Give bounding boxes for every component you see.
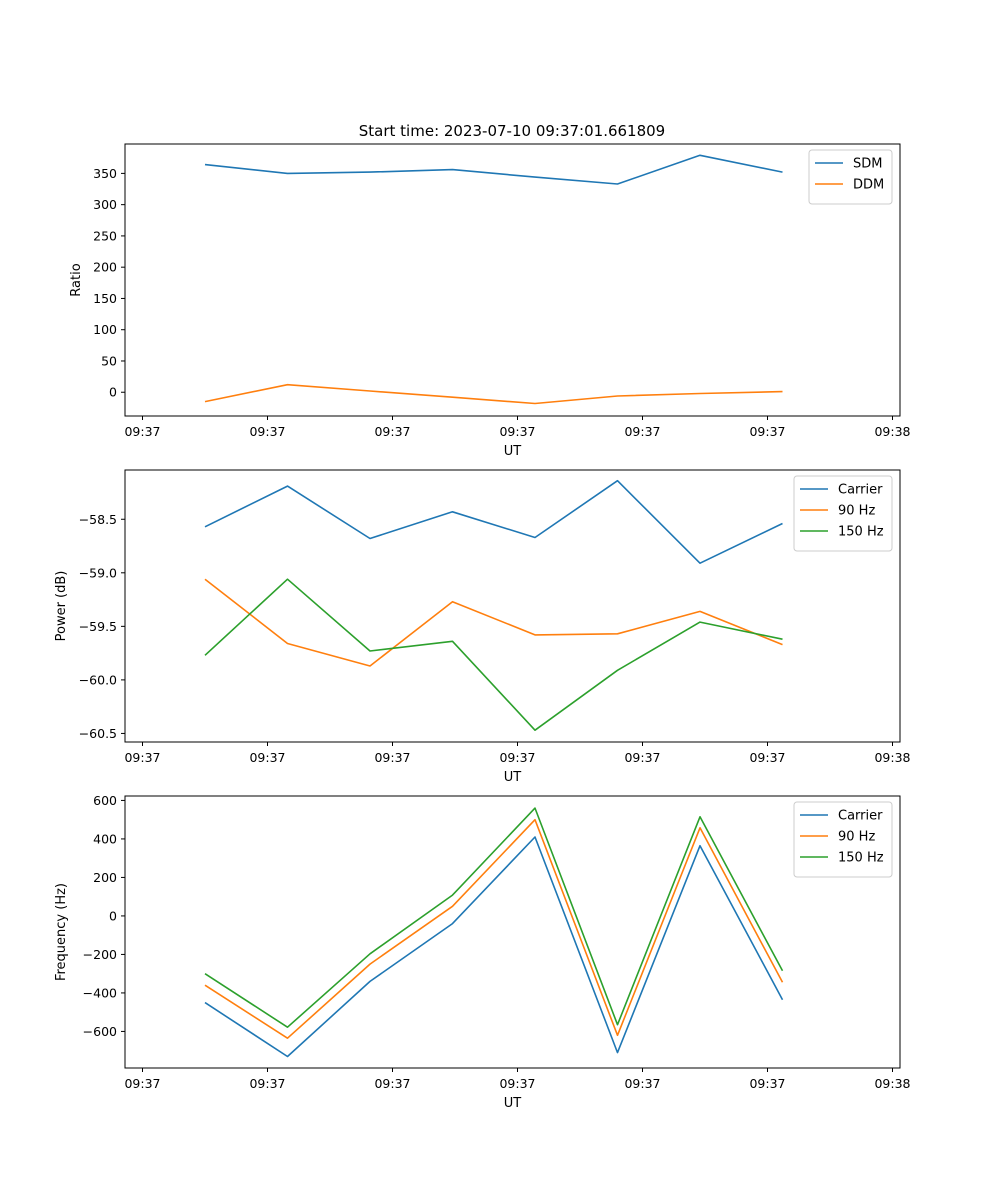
x-tick-label: 09:37 xyxy=(499,750,535,765)
x-tick-label: 09:38 xyxy=(874,750,910,765)
x-tick-label: 09:37 xyxy=(624,1076,660,1091)
y-tick-label: 600 xyxy=(93,793,117,808)
x-tick-label: 09:37 xyxy=(749,750,785,765)
legend-box xyxy=(793,801,893,878)
y-axis-label: Ratio xyxy=(69,263,84,296)
legend-label: DDM xyxy=(853,178,884,193)
series-line-2-3 xyxy=(204,578,783,732)
x-tick-label: 09:37 xyxy=(124,750,160,765)
series-line-2-1 xyxy=(204,479,783,565)
y-tick-label: −60.5 xyxy=(79,726,117,741)
legend-label: 90 Hz xyxy=(838,830,875,845)
y-tick-label: −200 xyxy=(83,947,117,962)
legend-label: Carrier xyxy=(838,483,883,498)
y-tick-label: 200 xyxy=(93,870,117,885)
x-tick-label: 09:37 xyxy=(374,1076,410,1091)
x-tick-label: 09:37 xyxy=(374,424,410,439)
axes-frame xyxy=(124,143,901,417)
y-tick-label: 250 xyxy=(93,228,117,243)
x-tick-label: 09:37 xyxy=(749,1076,785,1091)
x-tick-label: 09:37 xyxy=(624,750,660,765)
axes-frame xyxy=(124,795,901,1069)
y-tick-label: 300 xyxy=(93,197,117,212)
x-tick-label: 09:37 xyxy=(374,750,410,765)
x-tick-label: 09:38 xyxy=(874,424,910,439)
x-tick-label: 09:37 xyxy=(499,1076,535,1091)
chart-panel-1: 09:37 09:37 09:37 09:37 09:37 09:37 09:38 0 50 10… xyxy=(69,143,911,459)
x-tick-label: 09:37 xyxy=(124,424,160,439)
series-line-3-3 xyxy=(204,807,784,1028)
x-axis-label: UT xyxy=(504,1096,522,1111)
y-tick-label: 200 xyxy=(93,260,117,275)
y-tick-label: 350 xyxy=(93,166,117,181)
x-tick-label: 09:37 xyxy=(124,1076,160,1091)
legend: Carrier 90 Hz 150 Hz xyxy=(793,475,893,552)
y-tick-label: 50 xyxy=(101,353,117,368)
chart-panel-3: 09:37 09:37 09:37 09:37 09:37 09:37 09:38 600 40… xyxy=(54,793,911,1111)
x-axis-label: UT xyxy=(504,770,522,785)
x-axis-label: UT xyxy=(504,444,522,459)
series-line-2-2 xyxy=(204,578,783,667)
x-tick-label: 09:37 xyxy=(749,424,785,439)
series-line-3-1 xyxy=(204,836,784,1058)
legend-label: SDM xyxy=(853,157,882,172)
y-tick-label: −600 xyxy=(83,1024,117,1039)
axes-frame xyxy=(124,469,901,743)
legend-label: Carrier xyxy=(838,809,883,824)
series-line-1-2 xyxy=(204,383,783,405)
y-axis-label: Frequency (Hz) xyxy=(54,883,69,981)
series-line-1-1 xyxy=(204,154,783,185)
y-tick-label: −400 xyxy=(83,985,117,1000)
legend-label: 150 Hz xyxy=(838,525,884,540)
x-tick-label: 09:37 xyxy=(499,424,535,439)
x-tick-label: 09:37 xyxy=(249,1076,285,1091)
legend-label: 150 Hz xyxy=(838,851,884,866)
x-tick-label: 09:37 xyxy=(624,424,660,439)
legend-box xyxy=(793,475,893,552)
y-tick-label: −58.5 xyxy=(79,512,117,527)
figure-title: Start time: 2023-07-10 09:37:01.661809 xyxy=(359,122,665,140)
y-tick-label: −59.0 xyxy=(79,565,117,580)
x-tick-label: 09:38 xyxy=(874,1076,910,1091)
y-tick-label: 0 xyxy=(109,385,117,400)
series-line-3-2 xyxy=(204,818,784,1039)
y-tick-label: 150 xyxy=(93,291,117,306)
x-tick-label: 09:37 xyxy=(249,750,285,765)
legend: SDM DDM xyxy=(808,149,893,205)
y-tick-label: −59.5 xyxy=(79,619,117,634)
legend-label: 90 Hz xyxy=(838,504,875,519)
legend: Carrier 90 Hz 150 Hz xyxy=(793,801,893,878)
y-axis-label: Power (dB) xyxy=(54,571,69,642)
chart-panel-2: 09:37 09:37 09:37 09:37 09:37 09:37 09:38 −58.5… xyxy=(54,469,911,785)
y-tick-label: 100 xyxy=(93,322,117,337)
y-tick-label: −60.0 xyxy=(79,672,117,687)
y-tick-label: 400 xyxy=(93,831,117,846)
x-tick-label: 09:37 xyxy=(249,424,285,439)
y-tick-label: 0 xyxy=(109,908,117,923)
